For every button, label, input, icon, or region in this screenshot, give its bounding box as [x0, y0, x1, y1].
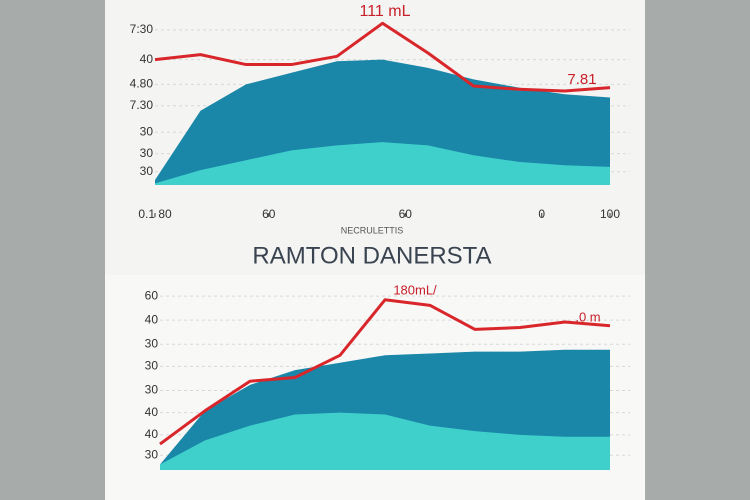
y-tick-label: 7.30 — [130, 98, 154, 112]
area — [155, 59, 610, 185]
y-tick-label: 7:30 — [130, 22, 154, 36]
line — [159, 298, 611, 446]
y-tick-label: 30 — [140, 124, 154, 138]
title: RAMTON DANERSTA — [252, 242, 491, 269]
supertitle: NECRULETTIS — [341, 225, 404, 235]
y-tick-label: 40 — [145, 427, 159, 441]
y-tick-label: 40 — [145, 405, 159, 419]
area — [160, 412, 610, 470]
annotation: .0 m — [575, 309, 600, 324]
x-tick-label: 100 — [600, 207, 620, 221]
y-tick-label: 30 — [145, 336, 159, 350]
line — [154, 21, 611, 93]
annotation: 180mL/ — [393, 282, 437, 297]
annotation: 7.81 — [567, 71, 596, 88]
y-tick-label: 30 — [145, 383, 159, 397]
x-tick-label: 0 — [538, 207, 545, 221]
x-tick-label: 60 — [399, 207, 413, 221]
area — [155, 142, 610, 185]
y-tick-label: 30 — [140, 164, 154, 178]
y-tick-label: 60 — [145, 288, 159, 302]
y-tick-label: 30 — [145, 359, 159, 373]
annotation: 111 mL — [360, 3, 411, 20]
y-tick-label: 4.80 — [130, 77, 154, 91]
x-tick-label: 0.1 80 — [138, 207, 172, 221]
y-tick-label: 30 — [145, 447, 159, 461]
y-tick-label: 30 — [140, 146, 154, 160]
x-tick-label: 60 — [262, 207, 276, 221]
y-tick-label: 40 — [145, 312, 159, 326]
y-tick-label: 40 — [140, 52, 154, 66]
